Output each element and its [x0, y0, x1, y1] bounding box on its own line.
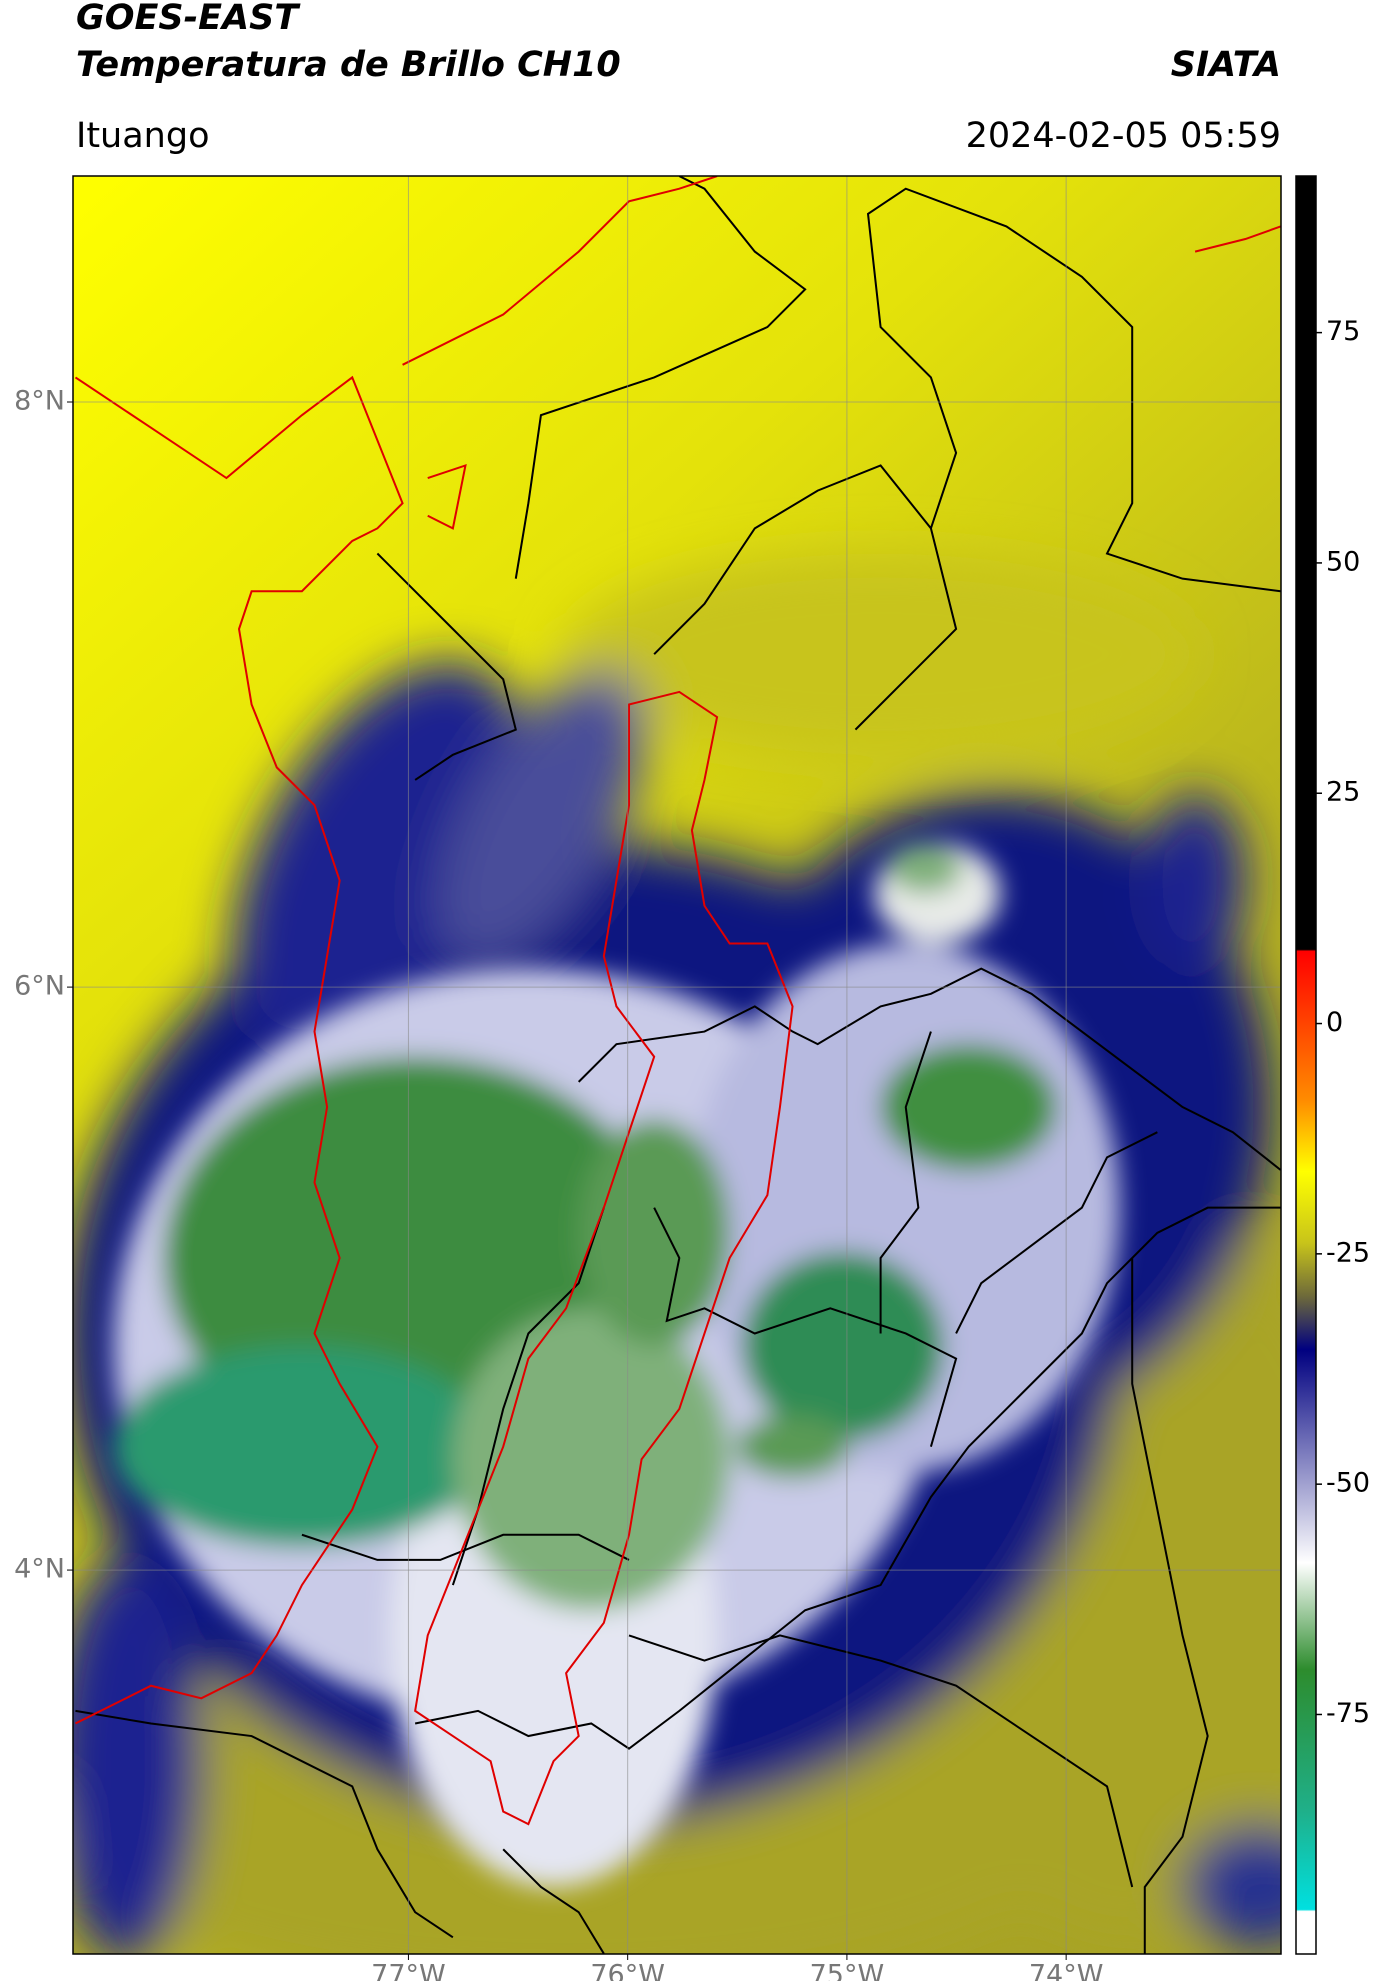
colorbar-tick-label: -25: [1326, 1237, 1370, 1268]
labels: 8°N 6°N 4°N 77°W 76°W 75°W 74°W 75 50 25 0 -25 -50 -7…: [14, 316, 1370, 1985]
colorbar-tick-label: 0: [1326, 1007, 1343, 1038]
lon-label: 75°W: [810, 1960, 885, 1982]
lon-label: 77°W: [371, 1960, 446, 1982]
colorbar-tick-label: 75: [1326, 316, 1360, 347]
lat-label: 6°N: [14, 971, 65, 1002]
colorbar-tick-label: -75: [1326, 1698, 1370, 1729]
lat-label: 8°N: [14, 385, 65, 416]
colorbar-tick-label: 25: [1326, 777, 1360, 808]
colorbar: [1295, 175, 1317, 1955]
source: SIATA: [1171, 45, 1281, 85]
colorbar-tick-label: -50: [1326, 1468, 1370, 1499]
region: Ituango: [76, 116, 210, 156]
colorbar-tick-label: 50: [1326, 546, 1360, 577]
subtitle: Temperatura de Brillo CH10: [76, 45, 621, 85]
lon-label: 74°W: [1029, 1960, 1104, 1982]
grid: [73, 176, 1281, 1954]
map: [73, 176, 1281, 1954]
lat-label: 4°N: [14, 1554, 65, 1585]
datetime: 2024-02-05 05:59: [966, 116, 1281, 156]
lon-label: 76°W: [590, 1960, 665, 1982]
map-frame: [72, 175, 1282, 1955]
title: GOES-EAST: [76, 0, 301, 38]
